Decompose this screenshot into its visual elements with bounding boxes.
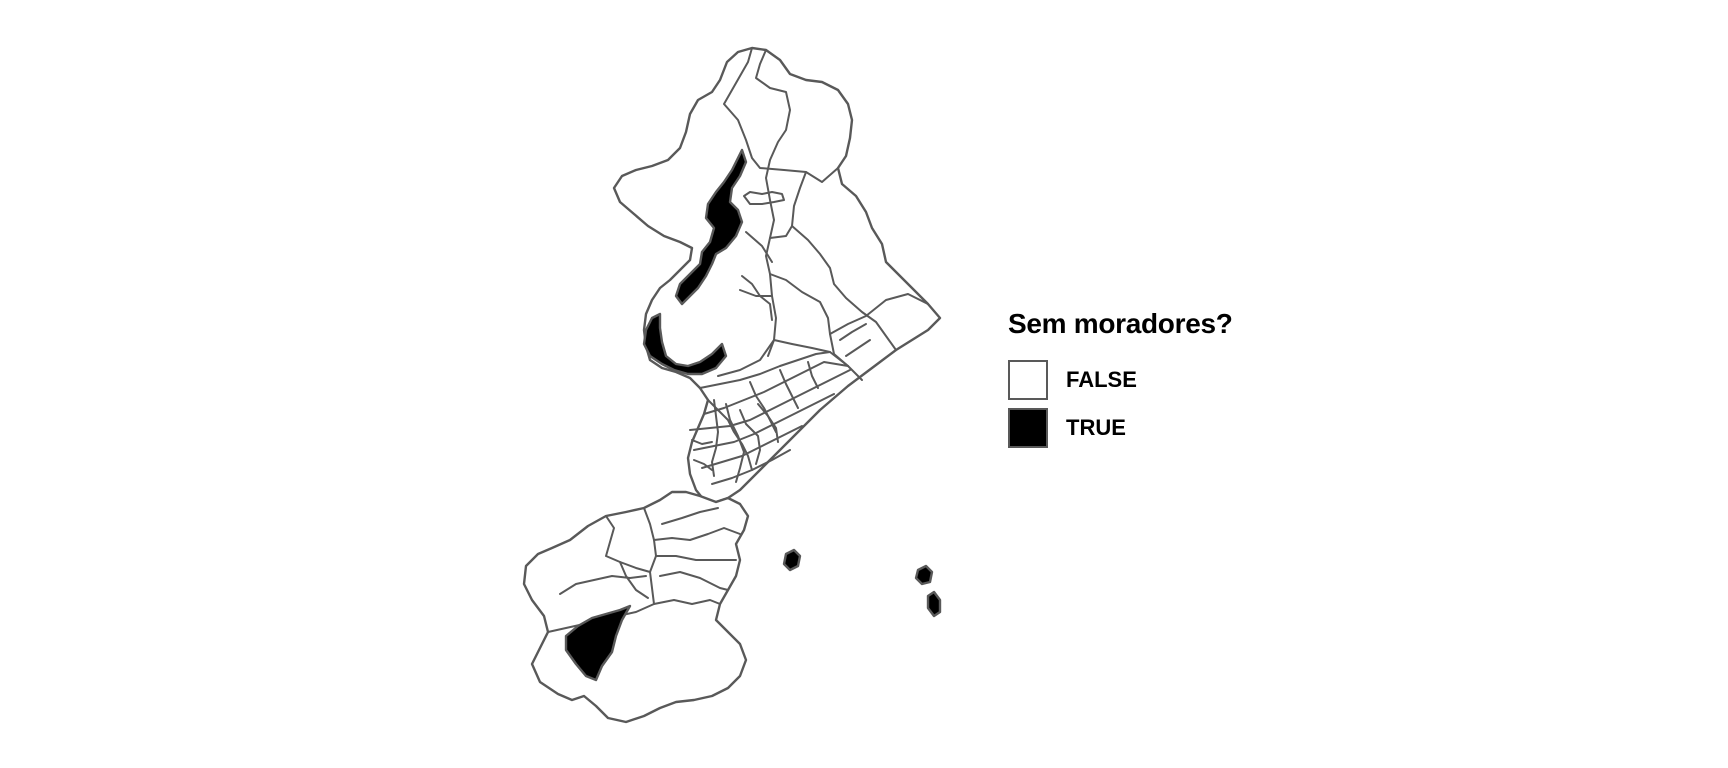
tract-boundary-25: [725, 403, 745, 483]
tract-boundary-4: [769, 225, 793, 239]
tract-true-northwest: [674, 148, 748, 306]
tract-boundary-3: [791, 171, 897, 351]
tract-true-west-coast: [642, 312, 728, 376]
tract-boundary-34: [659, 571, 729, 591]
tract-boundary-36: [559, 575, 647, 595]
legend-label-true: TRUE: [1066, 415, 1126, 440]
tract-true-island-3: [926, 590, 942, 618]
tract-boundary-14: [699, 351, 831, 389]
tract-boundary-13: [717, 339, 775, 377]
tract-boundary-12: [773, 339, 863, 381]
tract-true-south: [564, 604, 632, 682]
tract-boundary-29: [845, 339, 871, 357]
tract-boundary-31: [693, 459, 713, 471]
legend-title: Sem moradores?: [1008, 308, 1233, 339]
tract-true-island-2: [914, 564, 934, 586]
tract-boundary-23: [711, 449, 791, 485]
tract-boundary-24: [711, 399, 719, 477]
tract-boundary-6: [745, 231, 773, 263]
tract-south-outer: [522, 490, 750, 724]
tract-boundary-35: [605, 515, 651, 573]
tract-true-island-1: [782, 548, 802, 572]
tract-boundary-22: [701, 425, 803, 469]
map-legend: Sem moradores? FALSE TRUE: [1008, 308, 1233, 454]
legend-label-false: FALSE: [1066, 367, 1137, 392]
tract-boundary-27: [757, 403, 779, 443]
tract-boundary-18: [779, 369, 799, 409]
tract-boundary-30: [691, 439, 713, 445]
tract-boundary-9: [739, 289, 773, 297]
tract-boundary-33: [655, 555, 737, 561]
legend-item-true: TRUE: [1008, 406, 1233, 450]
tract-boundary-40: [661, 507, 719, 525]
tract-boundary-16: [707, 399, 753, 471]
tract-boundary-39: [653, 527, 741, 541]
tract-boundary-19: [807, 361, 819, 389]
tract-boundary-10: [829, 293, 929, 335]
tract-boundary-26: [739, 409, 761, 465]
legend-item-false: FALSE: [1008, 358, 1233, 402]
tract-boundary-38: [619, 561, 649, 599]
legend-key-false: [1008, 360, 1048, 400]
tract-boundary-8: [743, 191, 785, 205]
tract-boundary-28: [839, 323, 867, 341]
tract-boundary-5: [769, 273, 831, 335]
legend-key-true: [1008, 408, 1048, 448]
